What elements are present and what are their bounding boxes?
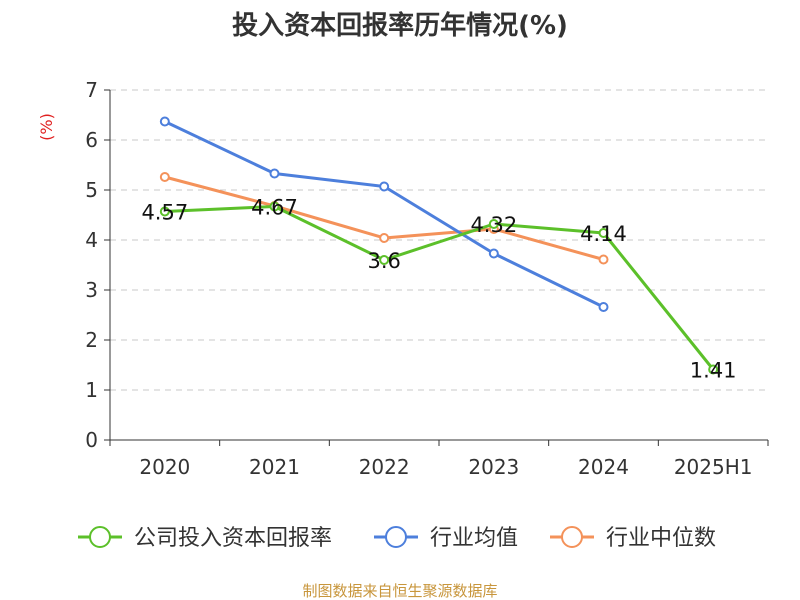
x-tick-label: 2020	[139, 455, 190, 479]
data-label: 4.14	[580, 222, 627, 246]
y-tick-label: 3	[85, 278, 98, 302]
source-note: 制图数据来自恒生聚源数据库	[302, 582, 497, 600]
data-labels: 4.57 4.67 3.6 4.32 4.14 1.41	[141, 196, 736, 383]
axes: 0 1 2 3 4 5 6 7 2020 2021 2022 2023 2024 2025H1	[85, 78, 769, 479]
y-tick-label: 5	[85, 178, 98, 202]
legend-marker	[385, 526, 407, 548]
data-point	[598, 228, 609, 238]
y-tick-label: 0	[85, 428, 98, 452]
x-tick-label: 2022	[359, 455, 410, 479]
chart-title: 投入资本回报率历年情况(%)	[232, 10, 568, 41]
gridlines	[110, 89, 768, 391]
data-point	[598, 302, 609, 312]
data-point	[379, 181, 390, 192]
y-tick-label: 1	[85, 378, 98, 402]
legend-entry: 行业均值	[430, 526, 518, 551]
data-point	[488, 219, 499, 229]
series-line-1	[164, 120, 605, 309]
data-label: 4.32	[470, 213, 517, 237]
data-point	[269, 201, 280, 212]
data-point	[598, 254, 609, 265]
legend: 公司投入资本回报率 行业均值 行业中位数	[78, 526, 716, 551]
legend-marker	[89, 526, 111, 548]
data-label: 4.57	[141, 201, 188, 225]
x-tick-label: 2025H1	[674, 455, 753, 479]
data-point	[379, 233, 390, 243]
y-axis-label: (%)	[37, 113, 56, 141]
data-point	[379, 255, 390, 265]
data-point	[159, 172, 170, 182]
x-tick-label: 2021	[249, 455, 300, 479]
data-point	[159, 206, 170, 217]
legend-marker	[561, 526, 583, 548]
data-label: 4.67	[251, 196, 298, 220]
legend-entry: 公司投入资本回报率	[134, 526, 332, 551]
data-label: 3.6	[367, 249, 400, 273]
data-point	[488, 248, 499, 259]
series-line-0	[164, 205, 715, 371]
legend-entry: 行业中位数	[606, 526, 716, 551]
y-tick-label: 6	[85, 128, 98, 152]
x-tick-label: 2024	[578, 455, 629, 479]
data-point	[269, 168, 280, 179]
data-label: 1.41	[690, 359, 737, 383]
data-point	[159, 116, 170, 127]
x-tick-label: 2023	[468, 455, 519, 479]
y-tick-label: 7	[85, 78, 98, 102]
y-tick-label: 4	[85, 228, 98, 252]
series-layer	[159, 116, 719, 375]
data-point	[708, 364, 719, 375]
y-tick-label: 2	[85, 328, 98, 352]
